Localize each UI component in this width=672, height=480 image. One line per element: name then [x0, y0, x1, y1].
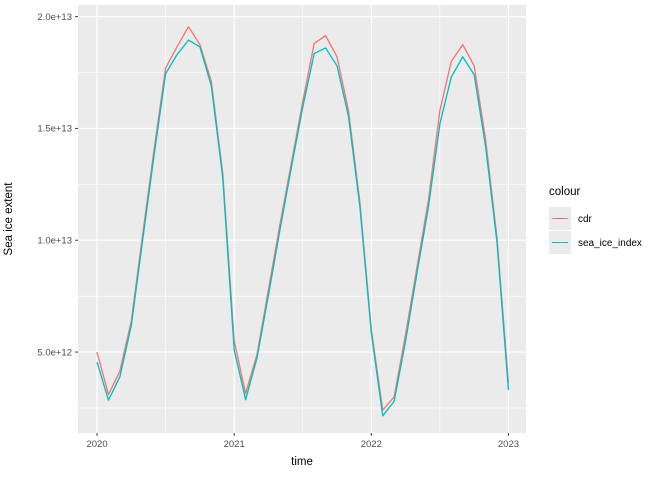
- x-tick-label: 2020: [86, 439, 107, 450]
- legend-title: colour: [549, 186, 581, 198]
- legend-key-cdr: [549, 207, 571, 230]
- y-tick-label: 1.5e+13: [37, 124, 72, 135]
- y-tick-label: 5.0e+12: [37, 347, 72, 358]
- y-tick-label: 1.0e+13: [37, 235, 72, 246]
- x-axis-title: time: [291, 456, 313, 468]
- y-axis-title: Sea ice extent: [3, 182, 15, 256]
- legend-item-sea-ice-index: sea_ice_index: [549, 231, 642, 255]
- y-tick-label: 2.0e+13: [37, 12, 72, 23]
- cdr-line-swatch: [552, 217, 568, 219]
- legend-item-cdr: cdr: [549, 207, 642, 231]
- series-line-sea_ice_index: [96, 39, 510, 417]
- x-tick-label: 2021: [224, 439, 245, 450]
- legend-label-sea-ice-index: sea_ice_index: [578, 237, 642, 249]
- x-tick-label: 2023: [498, 439, 519, 450]
- legend: colour cdr sea_ice_index: [549, 186, 642, 255]
- legend-key-sea-ice-index: [549, 231, 571, 254]
- legend-label-cdr: cdr: [578, 213, 592, 225]
- sea-ice-index-line-swatch: [552, 241, 568, 243]
- x-tick-label: 2022: [361, 439, 382, 450]
- series-line-cdr: [96, 26, 510, 411]
